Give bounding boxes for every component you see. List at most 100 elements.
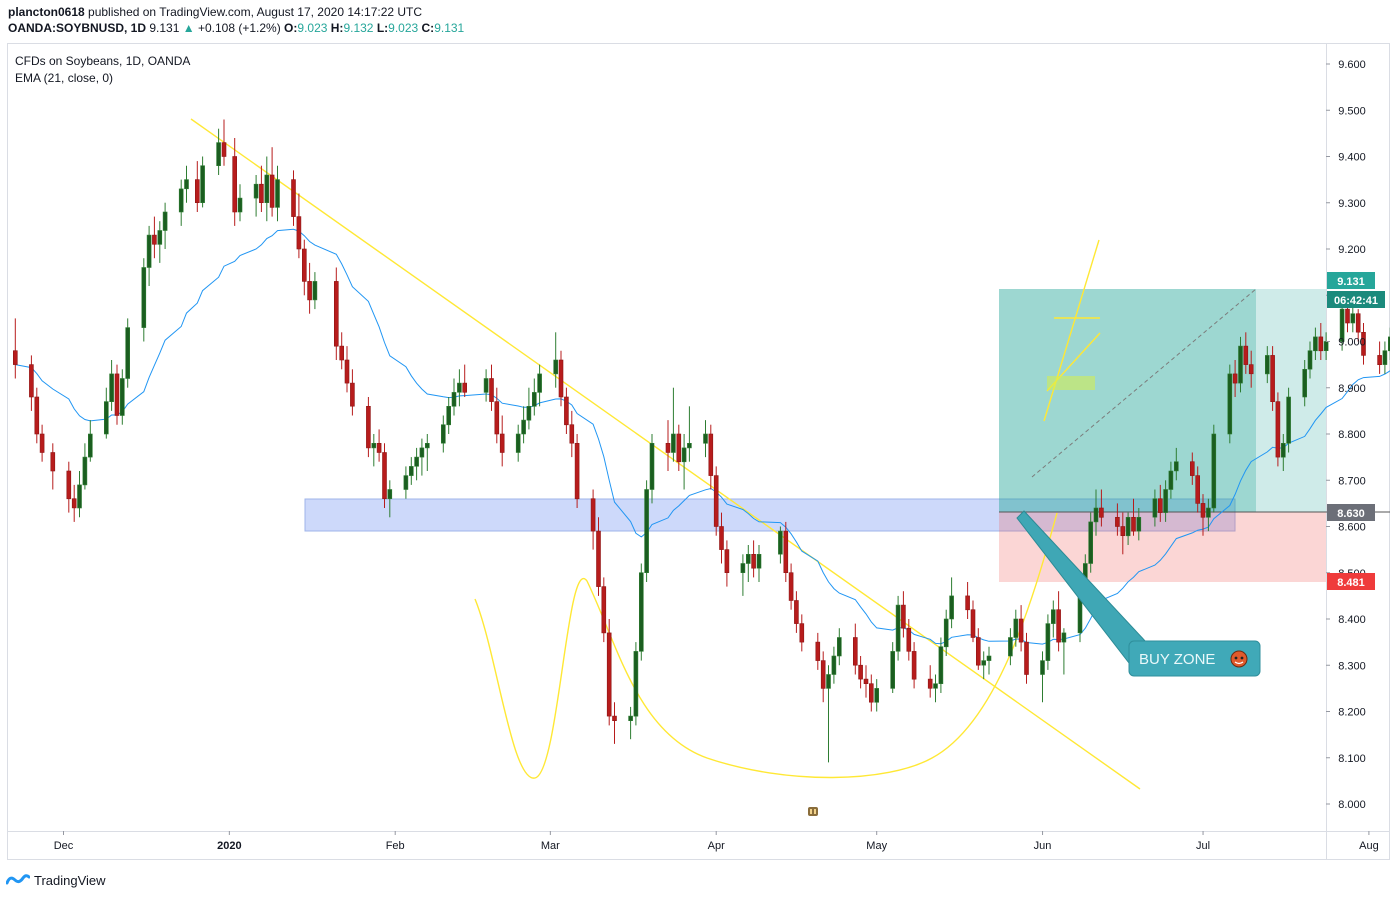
- candle[interactable]: [1355, 309, 1361, 342]
- candle[interactable]: [794, 591, 799, 633]
- candle[interactable]: [344, 346, 350, 393]
- legend-title[interactable]: CFDs on Soybeans, 1D, OANDA: [15, 54, 191, 68]
- candle[interactable]: [895, 595, 901, 661]
- candle[interactable]: [1120, 512, 1126, 555]
- candle[interactable]: [1195, 466, 1200, 513]
- candle[interactable]: [569, 410, 575, 458]
- candle[interactable]: [162, 202, 168, 249]
- candle[interactable]: [1200, 494, 1206, 536]
- candle[interactable]: [403, 466, 409, 499]
- candle[interactable]: [312, 272, 318, 310]
- candle[interactable]: [1115, 503, 1120, 536]
- candle[interactable]: [1286, 387, 1291, 453]
- candle[interactable]: [296, 193, 302, 259]
- candle[interactable]: [333, 267, 339, 361]
- candle[interactable]: [141, 258, 147, 342]
- candle[interactable]: [1388, 327, 1390, 360]
- candle[interactable]: [671, 387, 676, 462]
- candle[interactable]: [708, 424, 714, 490]
- candle[interactable]: [221, 119, 227, 166]
- candle[interactable]: [564, 387, 569, 434]
- candle[interactable]: [301, 239, 307, 296]
- candle[interactable]: [152, 216, 157, 259]
- candle[interactable]: [120, 369, 125, 425]
- candle[interactable]: [606, 619, 612, 726]
- candle[interactable]: [184, 165, 189, 203]
- candle[interactable]: [553, 332, 559, 388]
- candle[interactable]: [1243, 332, 1249, 374]
- candle[interactable]: [949, 577, 954, 629]
- candle[interactable]: [943, 609, 949, 656]
- candle[interactable]: [1163, 480, 1168, 522]
- candle[interactable]: [965, 582, 970, 619]
- candle[interactable]: [264, 156, 270, 222]
- candle[interactable]: [125, 318, 130, 388]
- candle[interactable]: [269, 147, 275, 217]
- candle[interactable]: [649, 434, 655, 504]
- candle[interactable]: [890, 642, 896, 693]
- candle[interactable]: [34, 387, 40, 444]
- candle[interactable]: [1008, 628, 1013, 666]
- candle[interactable]: [1206, 498, 1211, 532]
- candle[interactable]: [745, 545, 751, 582]
- candle[interactable]: [104, 387, 109, 439]
- candle[interactable]: [713, 466, 719, 536]
- target-zone[interactable]: [999, 289, 1256, 512]
- candle[interactable]: [499, 415, 505, 467]
- candle[interactable]: [291, 170, 296, 226]
- publisher-name[interactable]: plancton0618: [8, 5, 85, 19]
- candle[interactable]: [868, 674, 874, 712]
- candle[interactable]: [874, 679, 880, 712]
- candle[interactable]: [66, 461, 72, 513]
- candle[interactable]: [724, 540, 730, 587]
- candle[interactable]: [419, 438, 425, 476]
- candle[interactable]: [1174, 447, 1179, 481]
- candle[interactable]: [788, 563, 794, 610]
- cup-curve[interactable]: [474, 512, 1058, 779]
- candle[interactable]: [1211, 424, 1217, 513]
- candle[interactable]: [376, 429, 382, 462]
- candle[interactable]: [927, 665, 933, 698]
- candle[interactable]: [933, 674, 938, 703]
- candle[interactable]: [1275, 392, 1281, 467]
- candle[interactable]: [852, 623, 858, 675]
- candle[interactable]: [50, 443, 56, 490]
- candle[interactable]: [633, 642, 639, 726]
- candle[interactable]: [751, 540, 756, 578]
- ema-line[interactable]: [15, 228, 1390, 645]
- candle[interactable]: [275, 165, 280, 222]
- candle[interactable]: [253, 175, 259, 217]
- candle[interactable]: [451, 378, 457, 416]
- candle[interactable]: [109, 360, 114, 411]
- candle[interactable]: [1350, 304, 1356, 333]
- candle[interactable]: [1013, 609, 1019, 647]
- candle[interactable]: [1045, 614, 1051, 670]
- candle[interactable]: [195, 161, 200, 212]
- candle[interactable]: [1040, 651, 1045, 703]
- candle[interactable]: [366, 397, 371, 458]
- candle[interactable]: [1313, 327, 1318, 360]
- candle[interactable]: [1339, 304, 1345, 351]
- candle[interactable]: [1061, 628, 1067, 675]
- candle[interactable]: [558, 350, 564, 407]
- candle[interactable]: [1281, 434, 1286, 471]
- candle[interactable]: [901, 591, 906, 638]
- candle[interactable]: [29, 355, 34, 411]
- price-chart[interactable]: 9.6009.5009.4009.3009.2009.1009.0008.900…: [7, 43, 1390, 860]
- candle[interactable]: [462, 364, 468, 397]
- candle[interactable]: [628, 706, 633, 740]
- candle[interactable]: [681, 434, 687, 490]
- candle[interactable]: [826, 665, 831, 763]
- candle[interactable]: [178, 179, 184, 226]
- candle[interactable]: [1131, 498, 1136, 536]
- candle[interactable]: [424, 434, 430, 471]
- candle[interactable]: [88, 420, 93, 462]
- candle[interactable]: [1018, 605, 1024, 652]
- candle[interactable]: [1152, 489, 1158, 527]
- candle[interactable]: [414, 447, 419, 481]
- candle[interactable]: [815, 632, 821, 670]
- candle[interactable]: [756, 545, 762, 582]
- candle[interactable]: [526, 387, 532, 430]
- candle[interactable]: [703, 420, 708, 458]
- candle[interactable]: [986, 646, 992, 675]
